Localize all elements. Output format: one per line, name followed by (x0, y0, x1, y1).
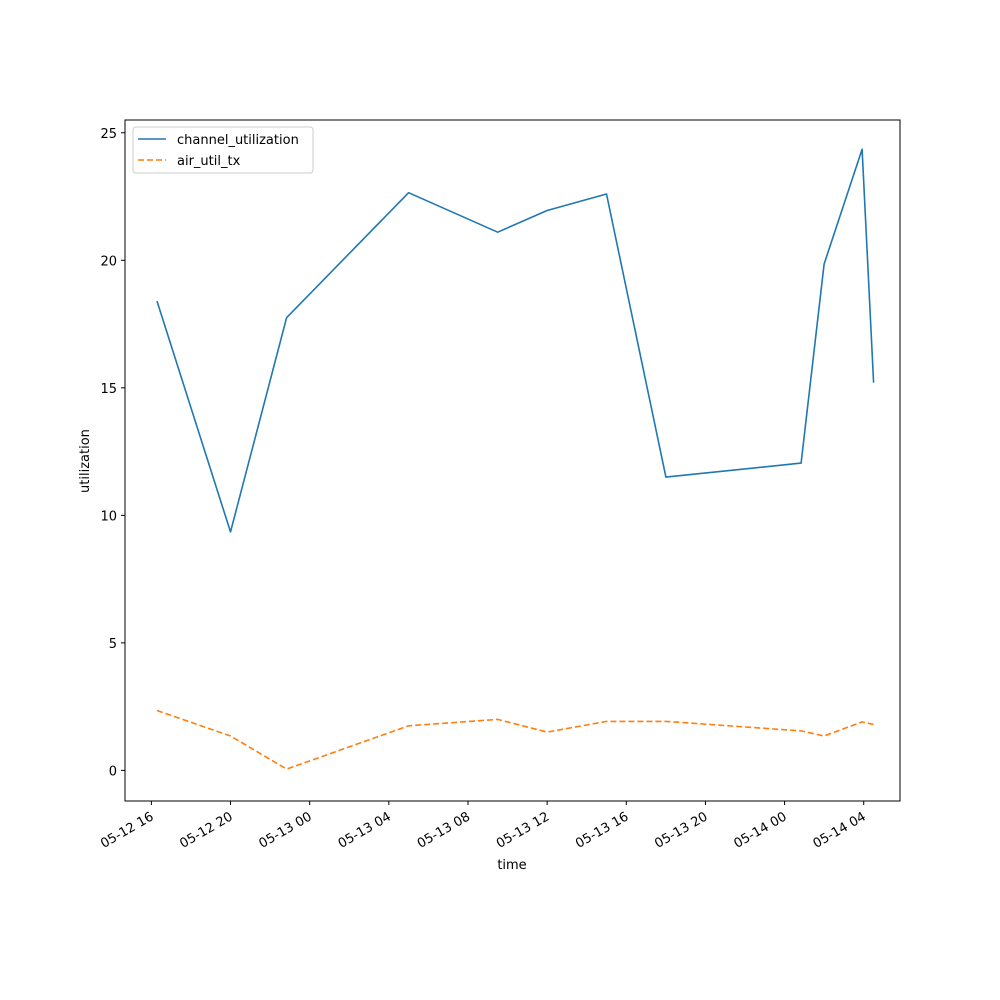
plot-layer (156, 148, 875, 770)
x-axis-label: time (497, 858, 526, 873)
y-tick-label: 25 (100, 127, 117, 142)
series-line-air-util-tx (156, 709, 874, 770)
y-tick-label: 0 (109, 764, 117, 779)
y-tick-label: 10 (100, 509, 117, 524)
y-tick-label: 20 (100, 254, 117, 269)
y-axis: 0 5 10 15 20 25 (100, 127, 125, 779)
legend-box (132, 126, 314, 174)
y-axis-label: utilization (78, 429, 93, 493)
series-line-channel-utilization (156, 148, 875, 533)
plot-frame (124, 119, 901, 802)
y-tick-label: 15 (100, 382, 117, 397)
y-tick-label: 5 (109, 637, 117, 652)
legend-label: air_util_tx (177, 154, 241, 169)
legend: channel_utilization air_util_tx (132, 126, 314, 174)
legend-label: channel_utilization (177, 133, 299, 148)
